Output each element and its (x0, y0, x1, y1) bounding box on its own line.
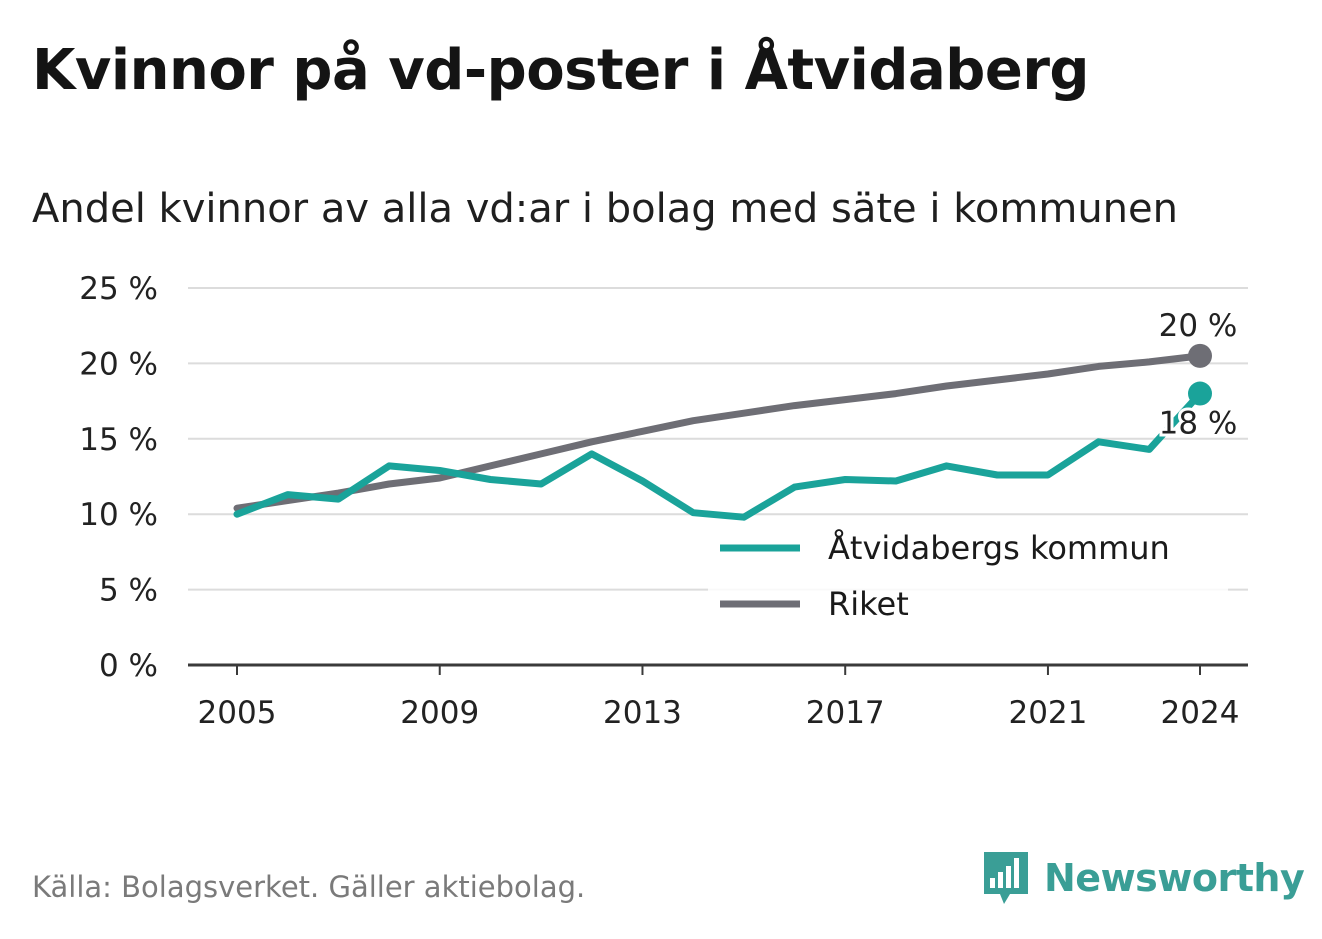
series-end-point (1188, 343, 1212, 368)
y-tick-label: 20 % (79, 346, 158, 382)
line-chart: 0 % 5 % 10 % 15 % 20 % 25 % 2005 2009 2013 2017 20… (79, 271, 1248, 731)
y-tick-label: 5 % (99, 573, 158, 609)
source-note: Källa: Bolagsverket. Gäller aktiebolag. (32, 870, 586, 904)
y-tick-label: 25 % (79, 271, 158, 307)
legend-label: Åtvidabergs kommun (828, 529, 1170, 567)
series-line-kommun (233, 390, 1204, 521)
x-tick-label: 2013 (603, 695, 682, 731)
x-tick-label: 2021 (1008, 695, 1087, 731)
series-line-riket (233, 352, 1204, 512)
legend-label: Riket (828, 585, 909, 623)
y-tick-label: 15 % (79, 422, 158, 458)
x-tick-label: 2024 (1161, 695, 1240, 731)
y-tick-label: 0 % (99, 648, 158, 684)
bar-chart-speech-bubble-icon (984, 852, 1028, 904)
y-tick-label: 10 % (79, 497, 158, 533)
end-label-kommun: 18 % (1159, 406, 1238, 442)
x-tick-label: 2017 (806, 695, 885, 731)
chart-title: Kvinnor på vd-poster i Åtvidaberg (32, 38, 1090, 103)
brand-logo: Newsworthy (980, 848, 1305, 908)
x-tick-label: 2009 (400, 695, 479, 731)
end-label-riket: 20 % (1159, 308, 1238, 344)
x-tick-label: 2005 (198, 695, 277, 731)
chart-subtitle: Andel kvinnor av alla vd:ar i bolag med … (32, 186, 1178, 232)
series-end-point (1188, 381, 1212, 406)
legend-box (708, 522, 1228, 632)
brand-name: Newsworthy (1044, 856, 1305, 900)
